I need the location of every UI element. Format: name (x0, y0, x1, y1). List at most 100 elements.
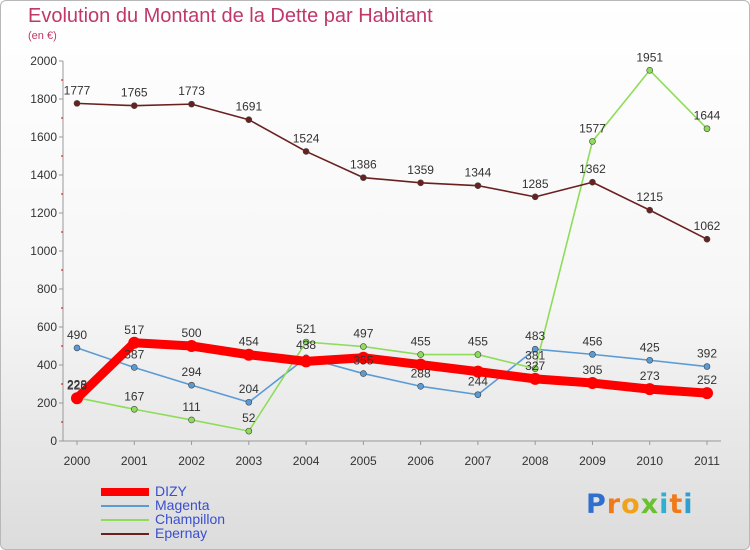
data-label-champillon: 1951 (636, 50, 663, 64)
data-label-magenta: 456 (582, 334, 602, 348)
data-point-magenta (646, 356, 654, 364)
data-point-dizy (185, 340, 198, 352)
chart-subtitle: (en €) (28, 30, 57, 42)
data-point-magenta (130, 364, 138, 371)
data-label-champillon: 497 (353, 327, 373, 341)
data-label-champillon: 1577 (579, 121, 606, 135)
data-label-champillon: 455 (468, 335, 488, 349)
data-point-dizy (300, 355, 313, 368)
logo-letter: r (606, 489, 622, 520)
series-line-epernay (76, 102, 708, 241)
data-point-dizy (586, 377, 599, 390)
data-label-epernay: 1344 (465, 166, 492, 180)
logo-letter: P (586, 489, 607, 520)
y-tick-label: 1400 (30, 168, 57, 182)
data-label-magenta: 288 (411, 366, 431, 380)
data-label-epernay: 1062 (694, 219, 721, 233)
legend-swatch (101, 533, 149, 535)
data-label-epernay: 1524 (293, 131, 320, 145)
data-label-epernay: 1215 (636, 190, 663, 204)
data-point-champillon (646, 67, 654, 74)
data-label-epernay: 1386 (350, 158, 377, 172)
data-point-epernay (589, 178, 596, 186)
logo-letter: t (669, 489, 684, 520)
x-tick-label: 2001 (121, 454, 148, 468)
data-point-magenta (73, 344, 81, 352)
data-point-epernay (646, 206, 654, 214)
y-tick-label: 1600 (30, 130, 57, 144)
data-label-magenta: 355 (353, 354, 373, 368)
data-label-epernay: 1362 (579, 162, 606, 176)
data-point-magenta (474, 391, 482, 398)
data-label-champillon: 381 (525, 349, 545, 363)
data-label-magenta: 244 (468, 375, 488, 389)
data-point-epernay (130, 102, 138, 109)
x-tick-label: 2002 (178, 454, 205, 468)
x-tick-label: 2010 (636, 454, 663, 468)
data-label-epernay: 1777 (64, 83, 91, 97)
legend-swatch (101, 505, 149, 507)
data-point-champillon (589, 138, 596, 145)
data-label-magenta: 490 (67, 328, 87, 342)
data-point-magenta (703, 363, 711, 370)
data-label-dizy: 273 (640, 369, 660, 383)
logo-letter: i (659, 489, 670, 520)
data-point-champillon (360, 343, 367, 350)
data-point-champillon (703, 125, 711, 132)
x-tick-label: 2005 (350, 454, 377, 468)
data-point-magenta (417, 382, 424, 390)
data-label-magenta: 438 (296, 338, 316, 352)
data-point-champillon (302, 338, 310, 346)
y-tick-label: 400 (37, 358, 57, 372)
data-point-dizy (357, 351, 370, 364)
legend-label: DIZY (155, 483, 187, 499)
data-label-magenta: 483 (525, 329, 545, 343)
legend-label: Epernay (155, 525, 208, 541)
data-point-epernay (245, 116, 253, 124)
data-point-champillon (417, 351, 424, 358)
logo-letter: i (683, 489, 694, 520)
data-label-magenta: 392 (697, 347, 717, 361)
data-label-epernay: 1359 (407, 163, 434, 177)
data-label-dizy: 500 (182, 326, 202, 340)
data-point-champillon (531, 365, 539, 372)
data-label-champillon: 111 (182, 400, 201, 414)
y-tick-label: 200 (37, 396, 57, 410)
data-label-dizy: 454 (239, 335, 259, 349)
data-point-epernay (73, 100, 81, 107)
data-point-champillon (188, 416, 195, 424)
y-tick-label: 0 (50, 434, 57, 448)
data-point-dizy (71, 392, 83, 405)
data-point-champillon (130, 405, 138, 413)
y-tick-label: 800 (37, 282, 57, 296)
data-point-dizy (471, 365, 484, 378)
x-tick-label: 2000 (64, 454, 91, 468)
x-tick-label: 2011 (694, 454, 720, 468)
data-label-dizy: 252 (697, 373, 717, 387)
data-label-champillon: 228 (67, 378, 87, 392)
proxiti-logo: Proxiti (586, 489, 694, 520)
series-line-champillon (76, 69, 708, 432)
legend-label: Magenta (155, 497, 210, 513)
logo-letter: x (640, 489, 660, 520)
data-point-magenta (531, 345, 539, 353)
data-point-magenta (360, 370, 367, 377)
x-tick-label: 2007 (465, 454, 492, 468)
data-point-magenta (245, 398, 253, 406)
data-point-dizy (701, 387, 713, 400)
x-tick-label: 2008 (522, 454, 549, 468)
logo-letter: o (621, 489, 641, 520)
x-tick-label: 2004 (293, 454, 320, 468)
data-point-dizy (643, 383, 656, 396)
data-point-epernay (360, 174, 367, 181)
data-point-champillon (245, 427, 253, 435)
data-point-dizy (242, 348, 255, 361)
data-label-dizy: 327 (525, 359, 545, 373)
data-point-champillon (474, 351, 482, 358)
y-tick-label: 2000 (30, 54, 57, 68)
data-point-dizy (529, 372, 542, 385)
data-label-champillon: 52 (242, 411, 256, 425)
data-point-epernay (417, 179, 424, 187)
